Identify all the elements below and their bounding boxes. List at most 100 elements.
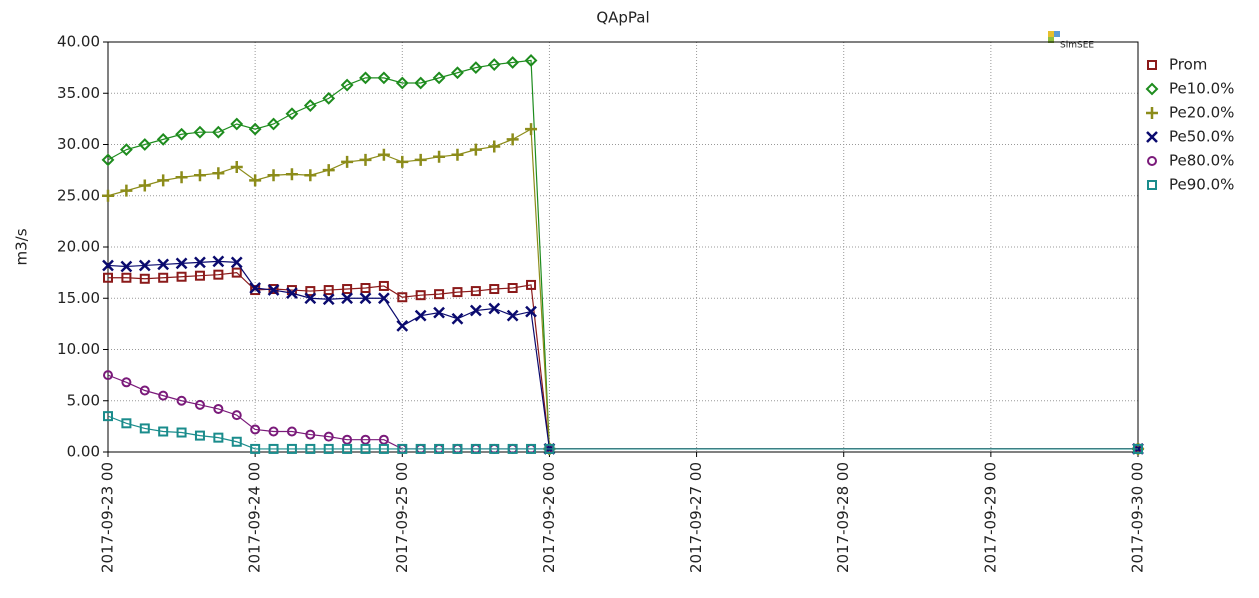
marker (285, 107, 299, 121)
marker (157, 174, 170, 187)
marker (433, 150, 446, 163)
legend-label: Pe50.0% (1169, 128, 1234, 146)
marker (211, 125, 225, 139)
y-tick-label: 15.00 (57, 289, 100, 307)
marker (526, 443, 537, 454)
x-tick-label: 2017-09-28 00 (834, 462, 852, 573)
marker (268, 426, 279, 437)
marker (395, 76, 409, 90)
marker (286, 287, 298, 300)
marker (303, 99, 317, 112)
marker (158, 272, 169, 283)
marker (451, 312, 464, 325)
marker (415, 443, 426, 454)
marker (120, 260, 133, 273)
logo-icon (1048, 37, 1054, 43)
marker (378, 434, 389, 445)
legend-label: Pe90.0% (1169, 176, 1234, 194)
marker (360, 283, 371, 293)
marker (341, 292, 353, 305)
marker (157, 258, 170, 271)
marker (286, 443, 297, 454)
marker (434, 443, 445, 454)
marker (267, 169, 280, 182)
y-tick-label: 10.00 (57, 340, 100, 358)
marker (194, 270, 205, 281)
marker (469, 61, 483, 75)
marker (525, 305, 537, 318)
marker (359, 292, 372, 305)
marker (193, 169, 206, 182)
marker (231, 267, 242, 278)
plot-frame (107, 41, 1139, 453)
marker (1147, 180, 1157, 190)
marker (250, 285, 261, 296)
marker (506, 309, 519, 322)
marker (176, 427, 187, 438)
legend-label: Pe10.0% (1169, 80, 1234, 98)
series-line (107, 59, 1138, 450)
marker (489, 443, 500, 454)
marker (506, 56, 520, 69)
marker (359, 153, 372, 166)
marker (396, 155, 409, 168)
marker (506, 133, 519, 146)
y-tick-label: 5.00 (67, 391, 100, 409)
marker (193, 125, 207, 139)
marker (322, 91, 336, 105)
marker (176, 395, 187, 406)
marker (487, 58, 501, 71)
marker (194, 256, 206, 269)
marker (378, 292, 390, 305)
marker (213, 432, 224, 443)
marker (1147, 60, 1157, 70)
marker (267, 117, 280, 131)
marker (176, 271, 187, 282)
y-tick-label: 0.00 (67, 443, 100, 461)
marker (212, 255, 225, 268)
marker (470, 443, 481, 454)
marker (120, 184, 133, 197)
marker (212, 167, 225, 180)
marker (359, 71, 372, 85)
y-tick-label: 40.00 (57, 33, 100, 51)
marker (194, 399, 205, 410)
marker (342, 443, 353, 454)
y-axis-label: m3/s (13, 228, 31, 265)
marker (377, 71, 391, 85)
marker (102, 259, 114, 272)
marker (469, 143, 482, 156)
marker (507, 443, 518, 454)
marker (305, 286, 316, 297)
marker (139, 423, 150, 434)
marker (249, 174, 262, 187)
x-tick-label: 2017-09-24 00 (246, 462, 264, 573)
marker (342, 434, 353, 445)
marker (397, 443, 408, 454)
marker (103, 272, 113, 283)
marker (544, 443, 555, 454)
marker (158, 426, 169, 437)
marker (138, 179, 151, 192)
legend-label: Pe80.0% (1169, 152, 1234, 170)
marker (323, 443, 334, 454)
marker (451, 66, 464, 80)
legend-label: Prom (1169, 56, 1207, 74)
marker (414, 76, 428, 90)
marker (249, 282, 262, 294)
x-tick-label: 2017-09-27 00 (687, 462, 705, 573)
marker (267, 284, 280, 296)
marker (231, 436, 242, 447)
marker (1146, 131, 1158, 143)
marker (489, 284, 500, 295)
marker (121, 272, 132, 283)
marker (526, 279, 537, 290)
marker (342, 284, 353, 295)
marker (230, 117, 244, 131)
marker (507, 283, 518, 293)
marker (230, 256, 243, 269)
marker (378, 443, 389, 454)
marker (231, 410, 242, 421)
marker (434, 289, 445, 300)
marker (414, 309, 427, 322)
